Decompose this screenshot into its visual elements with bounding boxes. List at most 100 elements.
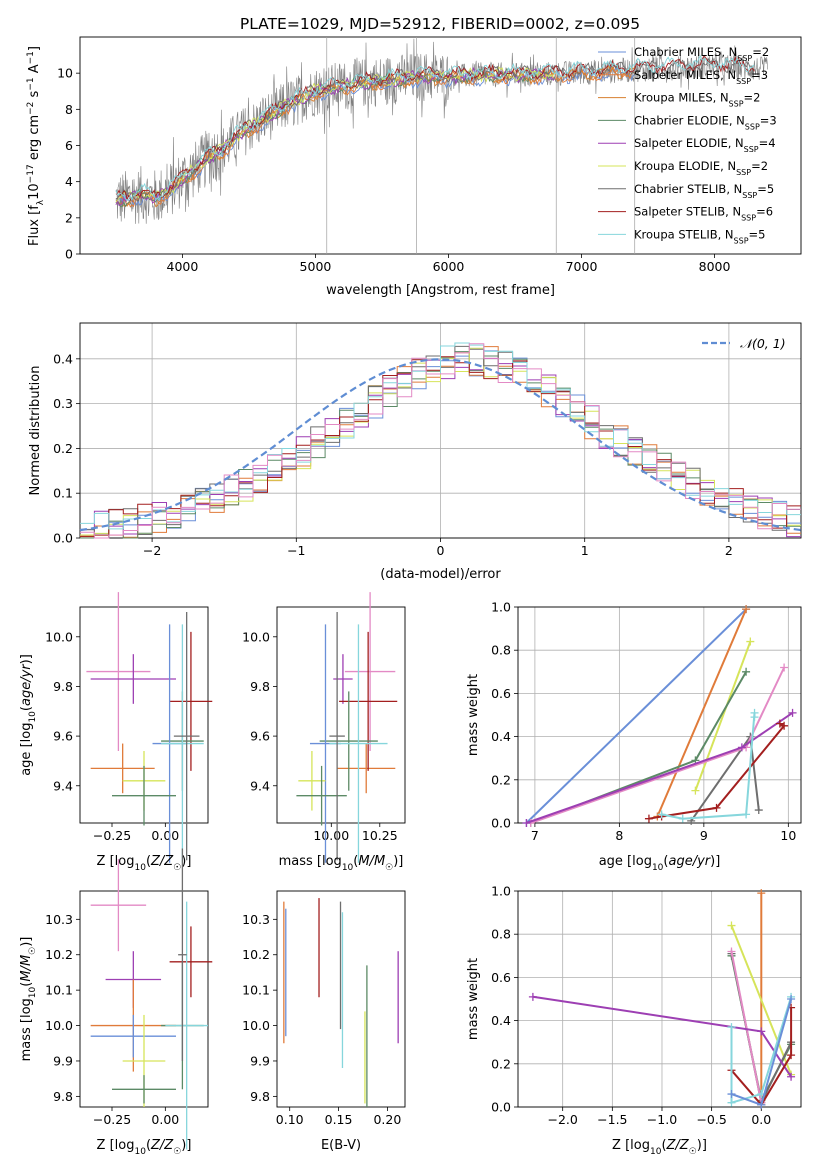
y-tick-label: 0.4: [53, 351, 73, 366]
legend-subscript: SSP: [742, 190, 757, 199]
label-part: )]: [181, 854, 191, 869]
legend-label: Kroupa STELIB, NSSP=5: [634, 227, 765, 245]
label-part: λ: [36, 199, 46, 205]
label-part: age [log: [599, 854, 652, 869]
plot-frame: [517, 606, 802, 824]
x-tick-label: −1: [287, 543, 305, 558]
y-tick-label: 0.6: [491, 970, 511, 985]
y-tick-label: 0.2: [491, 1056, 511, 1071]
label-part: age/yr: [668, 854, 711, 869]
label-part: 10: [28, 711, 38, 723]
legend-text: Salpeter MILES, N: [634, 68, 736, 82]
y-tick-label: 9.4: [250, 778, 270, 793]
x-tick-label: 10.25: [362, 828, 398, 843]
label-part: M/M: [19, 955, 34, 982]
x-tick-label: 4000: [167, 259, 199, 274]
x-tick-label: 2: [725, 543, 733, 558]
x-tick-label: −1.5: [597, 1112, 627, 1127]
x-axis-label: Z [log10(Z/Z☉)]: [97, 1138, 192, 1157]
legend-text: =2: [744, 91, 761, 105]
plus-marker: [754, 806, 763, 815]
y-tick-label: 8: [65, 102, 73, 117]
label-part: )]: [19, 937, 34, 947]
residual-hist-axes: −2 −1 0 1 2 0.0 0.1 0.2 0.3 0.4 𝒩(0, 1): [53, 322, 802, 558]
legend-subscript: SSP: [737, 54, 752, 63]
age-vs-Z-axes: −0.25 0.00 9.4 9.6 9.8 10.0: [45, 592, 213, 863]
model-spectrum-line: [115, 65, 635, 208]
legend-label: Chabrier MILES, NSSP=2: [634, 45, 769, 63]
legend-text: =5: [749, 227, 766, 241]
y-tick-label: 0.2: [53, 441, 73, 456]
legend-subscript: SSP: [734, 236, 749, 245]
mw-vs-Z-axes: −2.0 −1.5 −1.0 −0.5 0.0 0.0 0.2 0.4 0.6 0.8 1.0: [491, 884, 802, 1127]
plus-marker: [757, 889, 766, 898]
legend-text: Salpeter ELODIE, N: [634, 136, 744, 150]
plot-frame: [276, 606, 406, 824]
x-tick-label: 8: [615, 828, 623, 843]
label-part: ☉: [689, 1147, 697, 1157]
plus-marker: [644, 814, 653, 823]
y-tick-label: 4: [65, 174, 73, 189]
plus-marker: [528, 992, 537, 1001]
y-tick-label: 0.2: [491, 772, 511, 787]
x-tick-label: 0.10: [276, 1112, 304, 1127]
label-part: M/M: [358, 854, 385, 869]
label-part: mass [log: [279, 854, 342, 869]
x-tick-label: −2: [143, 543, 161, 558]
x-tick-label: 9: [700, 828, 708, 843]
plus-marker: [727, 1098, 736, 1107]
label-part: (: [146, 854, 151, 869]
legend-subscript: SSP: [736, 76, 751, 85]
age-vs-mass-axes: 10.00 10.25 9.4 9.6 9.8 10.0: [242, 592, 406, 863]
y-tick-label: 0.0: [491, 816, 511, 831]
label-part: age/yr: [19, 663, 34, 706]
label-part: (: [663, 854, 668, 869]
legend-text: =4: [759, 136, 776, 150]
y-axis-label: Normed distribution: [28, 366, 43, 496]
legend-text: Chabrier ELODIE, N: [634, 113, 745, 127]
y-tick-label: 0.0: [491, 1100, 511, 1115]
plus-marker: [727, 921, 736, 930]
y-tick-label: 9.8: [250, 679, 270, 694]
y-axis-label: mass weight: [466, 674, 481, 756]
spectrum-axes: 4000 5000 6000 7000 8000 0 2 4 6 8 10: [57, 36, 802, 274]
mass-weight-line: [525, 608, 747, 824]
label-part: Flux [f: [27, 205, 42, 246]
label-part: Z [log: [612, 1138, 650, 1153]
plus-marker: [787, 1051, 796, 1060]
label-part: −1: [26, 77, 36, 90]
label-part: )]: [393, 854, 403, 869]
plus-marker: [750, 713, 759, 722]
label-part: (: [353, 854, 358, 869]
label-part: −1: [26, 51, 36, 64]
model-spectrum-line: [115, 54, 755, 202]
y-tick-label: 2: [65, 210, 73, 225]
y-axis-label: mass [log10(M/M☉)]: [19, 937, 38, 1062]
legend-text: Kroupa MILES, N: [634, 91, 729, 105]
plus-marker: [742, 810, 751, 819]
y-tick-label: 10.0: [45, 629, 73, 644]
y-tick-label: 9.8: [53, 1089, 73, 1104]
legend-text: Chabrier MILES, N: [634, 45, 737, 59]
mass-weight-line: [730, 951, 763, 1103]
x-tick-label: −0.25: [93, 828, 131, 843]
label-part: mass [log: [19, 998, 34, 1061]
x-tick-label: 8000: [699, 259, 731, 274]
plus-marker: [788, 708, 797, 717]
label-part: (: [19, 706, 34, 711]
label-part: s: [27, 90, 42, 101]
label-part: ☉: [385, 863, 393, 873]
legend-label: Salpeter MILES, NSSP=3: [634, 68, 768, 86]
y-tick-label: 0.4: [491, 1013, 511, 1028]
mass-weight-line: [661, 712, 756, 820]
legend-text: =5: [757, 182, 774, 196]
x-axis-label: age [log10(age/yr)]: [599, 854, 721, 873]
y-tick-label: 9.6: [250, 729, 270, 744]
legend-label: Kroupa ELODIE, NSSP=2: [634, 159, 768, 177]
label-part: (: [19, 982, 34, 987]
x-axis-label: Z [log10(Z/Z☉)]: [97, 854, 192, 873]
legend-text: Chabrier STELIB, N: [634, 182, 742, 196]
legend-text: Salpeter STELIB, N: [634, 205, 741, 219]
label-part: 10: [28, 986, 38, 998]
y-tick-label: 9.8: [53, 679, 73, 694]
